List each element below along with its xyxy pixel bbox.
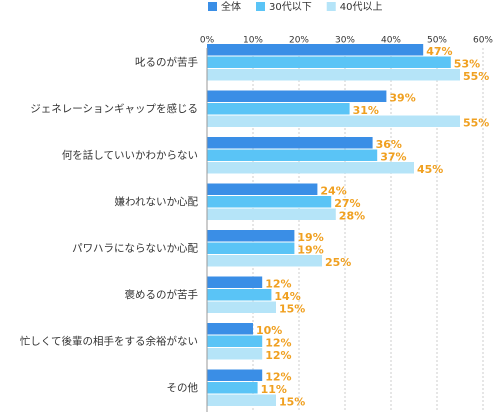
bar [207, 162, 414, 174]
legend-label: 全体 [221, 0, 241, 13]
value-label: 24% [320, 184, 346, 197]
legend-swatch [208, 2, 217, 11]
bar [207, 56, 451, 68]
x-tick-label: 30% [335, 36, 355, 46]
bar [207, 196, 332, 208]
bar [207, 183, 318, 195]
value-label: 15% [279, 302, 305, 315]
x-tick-label: 60% [473, 36, 493, 46]
value-label: 47% [426, 45, 452, 58]
value-label: 37% [380, 150, 406, 163]
value-label: 27% [334, 197, 360, 210]
category-label: 叱るのが苦手 [135, 55, 198, 68]
category-label: 褒めるのが苦手 [125, 288, 199, 301]
bar [207, 394, 276, 406]
x-tick-label: 20% [289, 36, 309, 46]
bar [207, 276, 263, 288]
category-label: 嫌われないか心配 [115, 195, 199, 208]
value-label: 15% [279, 395, 305, 408]
value-label: 12% [265, 349, 291, 362]
value-label: 28% [339, 209, 365, 222]
bar [207, 348, 263, 360]
x-tick-label: 40% [381, 36, 401, 46]
value-label: 55% [463, 116, 489, 129]
bar [207, 90, 387, 102]
bar [207, 44, 424, 56]
category-label: ジェネレーションギャップを感じる [30, 102, 198, 115]
value-label: 14% [274, 290, 300, 303]
bar [207, 369, 263, 381]
value-label: 12% [265, 277, 291, 290]
x-tick-label: 50% [427, 36, 447, 46]
bar [207, 69, 460, 81]
value-label: 45% [417, 163, 443, 176]
value-label: 11% [261, 383, 287, 396]
bar [207, 382, 258, 394]
bar [207, 335, 263, 347]
category-label: 何を話していいかわからない [62, 148, 198, 161]
x-tick-label: 10% [243, 36, 263, 46]
bar [207, 115, 460, 127]
value-label: 19% [297, 243, 323, 256]
x-tick-label: 0% [200, 36, 215, 46]
value-label: 31% [353, 104, 379, 117]
category-label: パワハラにならないか心配 [72, 242, 198, 254]
legend-label: 30代以下 [269, 1, 312, 13]
bar [207, 137, 373, 149]
value-label: 12% [265, 370, 291, 383]
bar [207, 208, 336, 220]
legend-swatch [256, 2, 265, 11]
value-label: 12% [265, 336, 291, 349]
value-label: 36% [376, 138, 402, 151]
bar [207, 242, 295, 254]
bar [207, 149, 378, 161]
bar [207, 301, 276, 313]
legend-label: 40代以上 [340, 1, 383, 13]
value-label: 25% [325, 256, 351, 269]
value-label: 19% [297, 231, 323, 244]
bar [207, 323, 253, 335]
bar [207, 103, 350, 115]
value-label: 53% [454, 57, 480, 70]
value-label: 10% [256, 324, 282, 337]
category-label: 忙しくて後輩の相手をする余裕がない [20, 334, 198, 347]
bar [207, 255, 322, 267]
category-label: その他 [167, 381, 199, 394]
value-label: 55% [463, 70, 489, 83]
bar [207, 289, 272, 301]
bar [207, 230, 295, 242]
legend-swatch [326, 2, 336, 11]
value-label: 39% [389, 91, 415, 104]
